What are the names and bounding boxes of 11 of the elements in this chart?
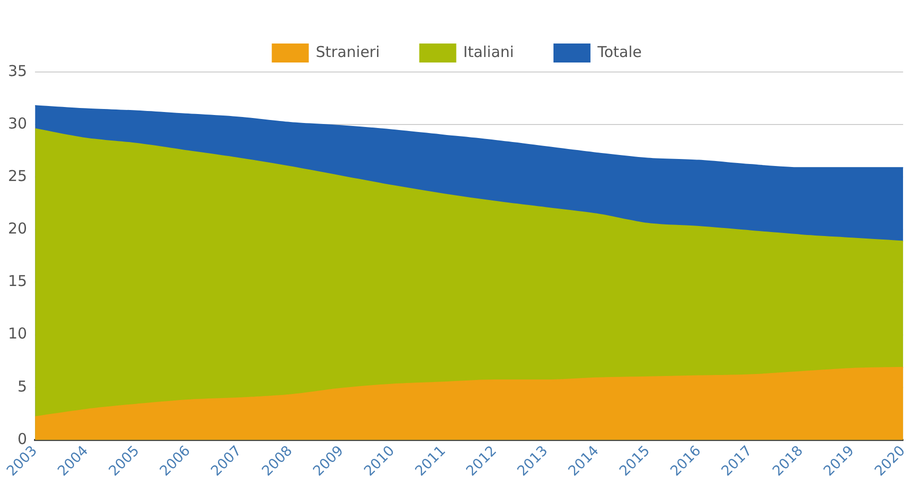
y-tick-label: 5 [18, 377, 28, 396]
legend-label: Stranieri [316, 42, 380, 61]
y-tick-label: 0 [18, 430, 28, 448]
y-tick-label: 35 [8, 62, 28, 80]
y-tick-label: 20 [8, 220, 28, 238]
legend-label: Totale [596, 42, 642, 61]
y-tick-label: 10 [8, 324, 28, 343]
legend-label: Italiani [463, 42, 514, 61]
y-tick-label: 30 [8, 114, 28, 132]
y-tick-label: 25 [8, 167, 28, 186]
y-tick-label: 15 [8, 272, 28, 290]
